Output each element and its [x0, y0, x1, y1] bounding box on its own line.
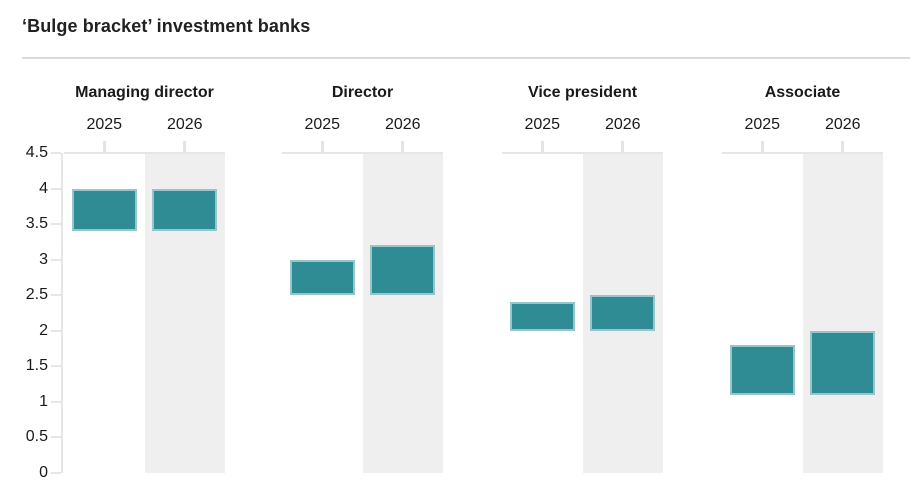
year-label: 2025	[86, 116, 123, 133]
panel-top-line	[64, 152, 225, 154]
year-label: 2026	[166, 116, 203, 133]
title-divider	[22, 57, 910, 59]
y-axis-tick	[51, 294, 61, 297]
range-bar	[810, 330, 876, 395]
year-tick	[621, 141, 625, 152]
panel-top-line	[282, 152, 443, 154]
year-tick	[760, 141, 764, 152]
y-axis-tick	[51, 436, 61, 439]
y-axis-tick	[51, 223, 61, 226]
y-axis-tick-label: 3.5	[25, 215, 48, 233]
range-bar	[152, 188, 218, 232]
year-tick	[841, 141, 845, 152]
year-tick	[102, 141, 106, 152]
range-bar	[729, 345, 795, 395]
y-axis-tick-label: 4	[39, 179, 48, 197]
y-axis-tick	[51, 365, 61, 368]
y-axis-tick-label: 1	[39, 392, 48, 410]
y-axis-tick-label: 3	[39, 250, 48, 268]
year-tick	[320, 141, 324, 152]
year-tick	[401, 141, 405, 152]
year-column-highlight-bg	[802, 154, 883, 473]
y-axis-tick	[51, 400, 61, 403]
y-axis-tick-label: 2.5	[25, 286, 48, 304]
range-bar	[370, 245, 436, 296]
y-axis-tick	[51, 329, 61, 332]
y-axis-tick-label: 0	[39, 464, 48, 481]
range-bar	[590, 295, 656, 331]
year-tick	[540, 141, 544, 152]
year-tick	[183, 141, 187, 152]
y-axis-tick	[51, 472, 61, 474]
y-axis-tick	[51, 187, 61, 190]
panel-title: Associate	[764, 84, 841, 101]
y-axis-tick-label: 2	[39, 321, 48, 339]
y-axis-tick	[51, 152, 61, 154]
year-column-highlight-bg	[362, 154, 443, 473]
year-label: 2026	[824, 116, 861, 133]
range-bar	[71, 188, 137, 232]
y-axis-tick-label: 4.5	[25, 144, 48, 161]
chart-title: ‘Bulge bracket’ investment banks	[22, 16, 311, 36]
y-axis-tick-label: 0.5	[25, 428, 48, 446]
panel-top-line	[722, 152, 883, 154]
year-label: 2025	[304, 116, 341, 133]
panel-title: Managing director	[75, 84, 214, 101]
range-bar	[509, 302, 575, 331]
panel-title: Vice president	[527, 84, 638, 101]
year-label: 2026	[384, 116, 421, 133]
year-label: 2026	[604, 116, 641, 133]
panel-top-line	[502, 152, 663, 154]
year-label: 2025	[744, 116, 781, 133]
y-axis-line	[61, 153, 63, 473]
y-axis-tick-label: 1.5	[25, 357, 48, 375]
y-axis-tick	[51, 258, 61, 261]
range-bar	[289, 259, 355, 296]
year-label: 2025	[524, 116, 561, 133]
panel-title: Director	[331, 84, 394, 101]
